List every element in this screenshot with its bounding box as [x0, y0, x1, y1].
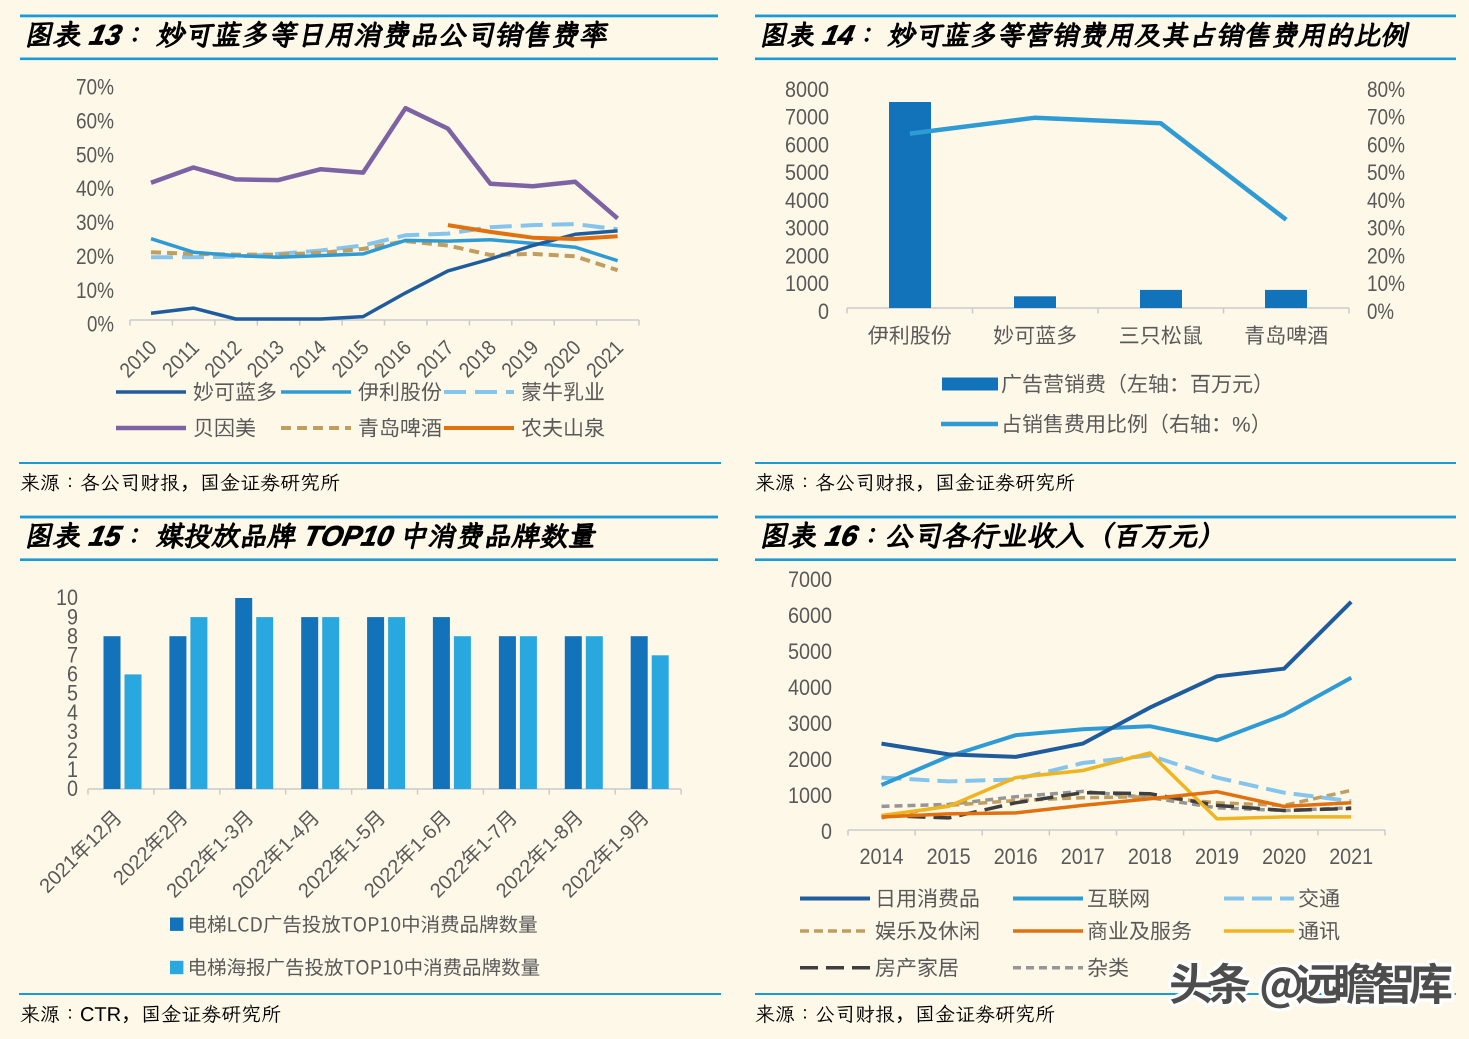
svg-text:60%: 60% — [1367, 132, 1405, 157]
svg-text:0%: 0% — [87, 312, 114, 337]
svg-text:7: 7 — [67, 643, 78, 668]
svg-text:70%: 70% — [76, 75, 114, 100]
svg-text:10: 10 — [56, 585, 78, 610]
svg-text:2019: 2019 — [1195, 844, 1239, 869]
svg-text:0: 0 — [821, 819, 832, 844]
svg-text:1: 1 — [67, 757, 78, 782]
svg-text:2018: 2018 — [1128, 844, 1172, 869]
svg-text:6000: 6000 — [785, 132, 829, 157]
svg-text:5: 5 — [67, 681, 78, 706]
svg-text:7000: 7000 — [788, 567, 832, 592]
svg-text:3000: 3000 — [785, 216, 829, 241]
svg-text:40%: 40% — [1367, 188, 1405, 213]
svg-text:30%: 30% — [76, 210, 114, 235]
svg-text:10%: 10% — [1367, 271, 1405, 296]
svg-text:10%: 10% — [76, 278, 114, 303]
svg-text:1000: 1000 — [788, 783, 832, 808]
svg-text:2014: 2014 — [860, 844, 904, 869]
svg-text:50%: 50% — [1367, 160, 1405, 185]
svg-text:60%: 60% — [76, 108, 114, 133]
svg-text:1000: 1000 — [785, 271, 829, 296]
svg-text:8: 8 — [67, 623, 78, 648]
svg-text:5000: 5000 — [788, 639, 832, 664]
svg-text:2000: 2000 — [788, 747, 832, 772]
svg-text:20%: 20% — [76, 244, 114, 269]
svg-text:2: 2 — [67, 738, 78, 763]
svg-text:2000: 2000 — [785, 243, 829, 268]
svg-text:6000: 6000 — [788, 603, 832, 628]
svg-text:2016: 2016 — [994, 844, 1038, 869]
svg-text:5000: 5000 — [785, 160, 829, 185]
svg-text:7000: 7000 — [785, 105, 829, 130]
svg-text:0: 0 — [818, 299, 829, 324]
svg-text:3: 3 — [67, 719, 78, 744]
svg-text:4000: 4000 — [788, 675, 832, 700]
svg-text:6: 6 — [67, 662, 78, 687]
svg-text:20%: 20% — [1367, 243, 1405, 268]
svg-text:2015: 2015 — [927, 844, 971, 869]
svg-text:2017: 2017 — [1061, 844, 1105, 869]
svg-text:8000: 8000 — [785, 77, 829, 102]
svg-text:3000: 3000 — [788, 711, 832, 736]
svg-text:70%: 70% — [1367, 105, 1405, 130]
svg-text:9: 9 — [67, 604, 78, 629]
svg-text:50%: 50% — [76, 142, 114, 167]
svg-text:0: 0 — [67, 776, 78, 801]
svg-text:80%: 80% — [1367, 77, 1405, 102]
svg-text:0%: 0% — [1367, 299, 1394, 324]
svg-text:2020: 2020 — [1262, 844, 1306, 869]
svg-text:2021: 2021 — [1329, 844, 1373, 869]
svg-text:30%: 30% — [1367, 216, 1405, 241]
svg-text:4000: 4000 — [785, 188, 829, 213]
svg-text:40%: 40% — [76, 176, 114, 201]
svg-text:4: 4 — [67, 700, 78, 725]
